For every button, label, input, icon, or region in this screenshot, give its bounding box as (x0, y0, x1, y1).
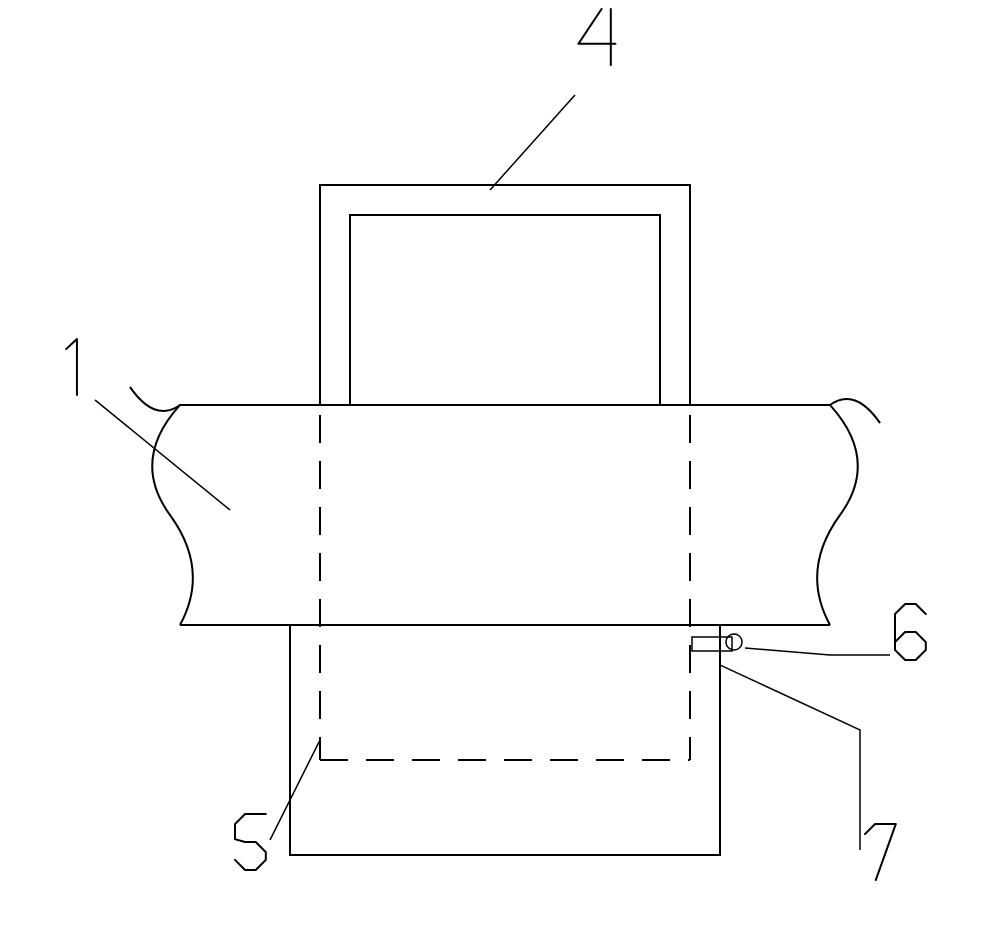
label-digit-4 (578, 9, 615, 65)
engineering-diagram (0, 0, 1000, 925)
leader-label4 (490, 95, 575, 190)
label-digit-5 (235, 814, 266, 870)
pipe-left-break (152, 405, 193, 625)
upper-inner-rect (350, 215, 660, 405)
lower-rect (290, 625, 720, 855)
label-digit-6 (895, 604, 926, 660)
leader-label1 (95, 400, 230, 510)
leader-label5 (270, 740, 320, 840)
label-digit-1 (66, 339, 77, 395)
bolt-head (726, 634, 742, 650)
label-digit-7 (865, 824, 896, 880)
leader-label7 (720, 665, 860, 850)
pipe-right-break (817, 405, 858, 625)
leader-label6 (745, 648, 890, 655)
upper-outer-rect (320, 185, 690, 405)
